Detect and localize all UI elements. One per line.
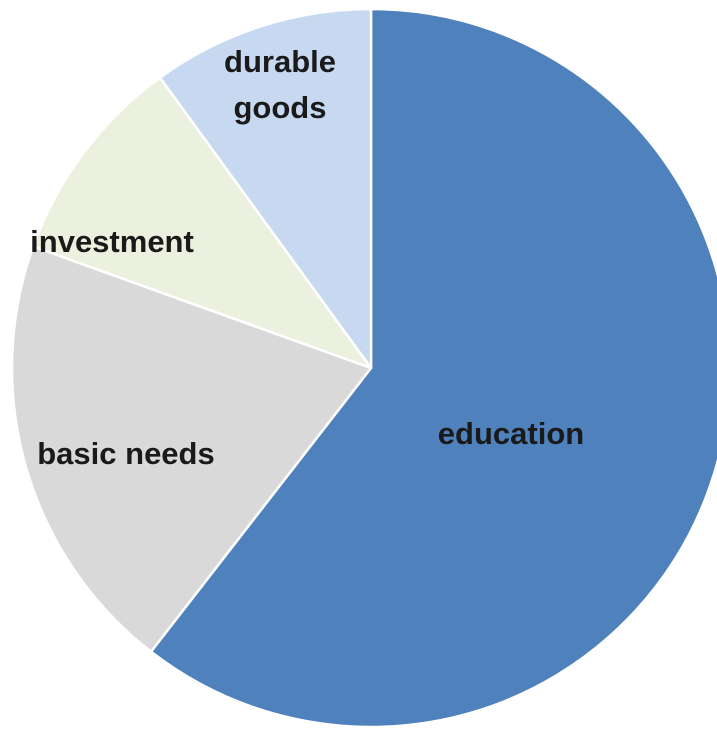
pie-label-basic-needs: basic needs [37,436,214,471]
pie-slice-education [149,7,717,729]
pie-label-investment: investment [30,224,194,259]
pie-slice-basic-needs [10,245,373,653]
labels-layer: education basic needs investment durable goo… [30,44,584,471]
slices-layer [10,7,717,729]
pie-label-durable-goods: durable goods [224,44,336,125]
pie-label-education: education [438,416,584,451]
pie-slice-durable-goods [158,7,373,370]
pie-slice-investment [31,76,373,370]
